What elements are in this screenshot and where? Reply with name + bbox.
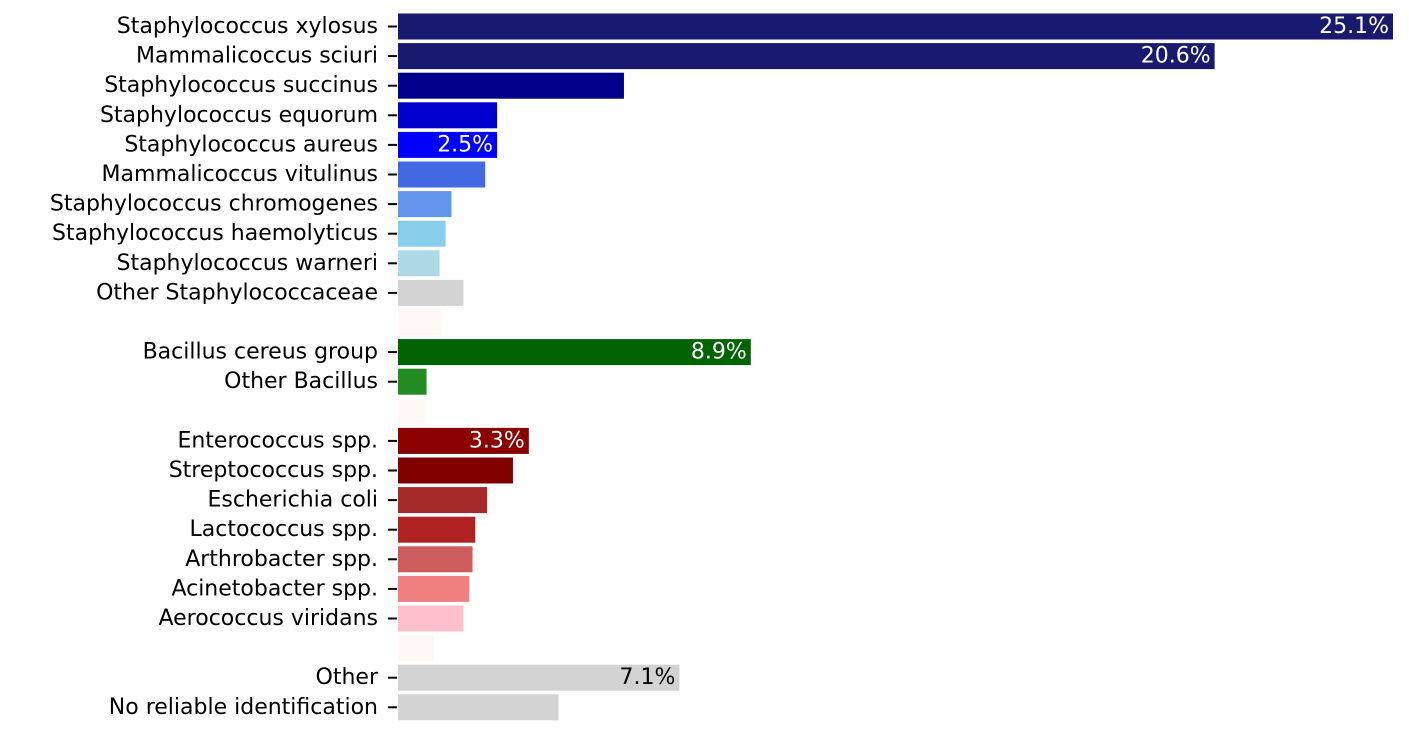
data-label: 8.9%: [691, 340, 747, 365]
category-label: Enterococcus spp.: [177, 428, 378, 453]
bar: [398, 13, 1393, 40]
bar: [398, 250, 440, 277]
tick-group: [388, 25, 397, 709]
category-label: Staphylococcus aureus: [124, 132, 378, 157]
bar: [398, 339, 751, 366]
category-label: Staphylococcus succinus: [104, 73, 378, 98]
bar: [398, 191, 452, 218]
category-label: Escherichia coli: [208, 488, 379, 513]
spacer-bar: [398, 398, 426, 425]
category-label: Streptococcus spp.: [169, 458, 378, 483]
bar: [398, 220, 446, 247]
bar: [398, 43, 1215, 70]
category-label: Aerococcus viridans: [158, 606, 378, 631]
bar: [398, 131, 498, 158]
bar: [398, 427, 529, 454]
category-label: Staphylococcus warneri: [117, 251, 379, 276]
category-label: Other: [316, 665, 379, 690]
category-label: Staphylococcus equorum: [100, 103, 378, 128]
bar: [398, 368, 427, 395]
bar: [398, 516, 476, 543]
category-label: Other Bacillus: [224, 369, 378, 394]
value-label-group: 25.1% 20.6% 2.5% 8.9% 3.3% 7.1%: [437, 14, 1389, 690]
bar: [398, 161, 486, 188]
bar: [398, 487, 488, 514]
data-label: 20.6%: [1141, 44, 1211, 69]
data-label: 25.1%: [1319, 14, 1389, 39]
bar: [398, 72, 624, 99]
category-label: Staphylococcus xylosus: [117, 14, 378, 39]
category-label: No reliable identification: [109, 695, 378, 720]
data-label: 7.1%: [620, 665, 676, 690]
category-label: Mammalicoccus vitulinus: [102, 162, 378, 187]
category-label: Lactococcus spp.: [190, 517, 378, 542]
bar: [398, 664, 680, 691]
data-label: 3.3%: [469, 428, 525, 453]
data-label: 2.5%: [437, 132, 493, 157]
category-label: Acinetobacter spp.: [171, 576, 378, 601]
bar: [398, 279, 464, 306]
category-label: Bacillus cereus group: [143, 340, 378, 365]
category-label-group: Staphylococcus xylosus Mammalicoccus sciu…: [50, 14, 379, 720]
category-label: Other Staphylococcaceae: [96, 280, 378, 305]
bar: [398, 546, 473, 573]
spacer-bar: [398, 635, 434, 662]
bar: [398, 102, 498, 129]
category-label: Staphylococcus haemolyticus: [52, 221, 378, 246]
category-label: Arthrobacter spp.: [185, 547, 378, 572]
bar: [398, 457, 513, 484]
category-label: Staphylococcus chromogenes: [50, 192, 378, 217]
spacer-bar: [398, 309, 442, 336]
category-label: Mammalicoccus sciuri: [136, 44, 378, 69]
bar: [398, 575, 470, 602]
bar: [398, 605, 464, 632]
bar-group: [398, 13, 1393, 721]
bar: [398, 694, 559, 721]
